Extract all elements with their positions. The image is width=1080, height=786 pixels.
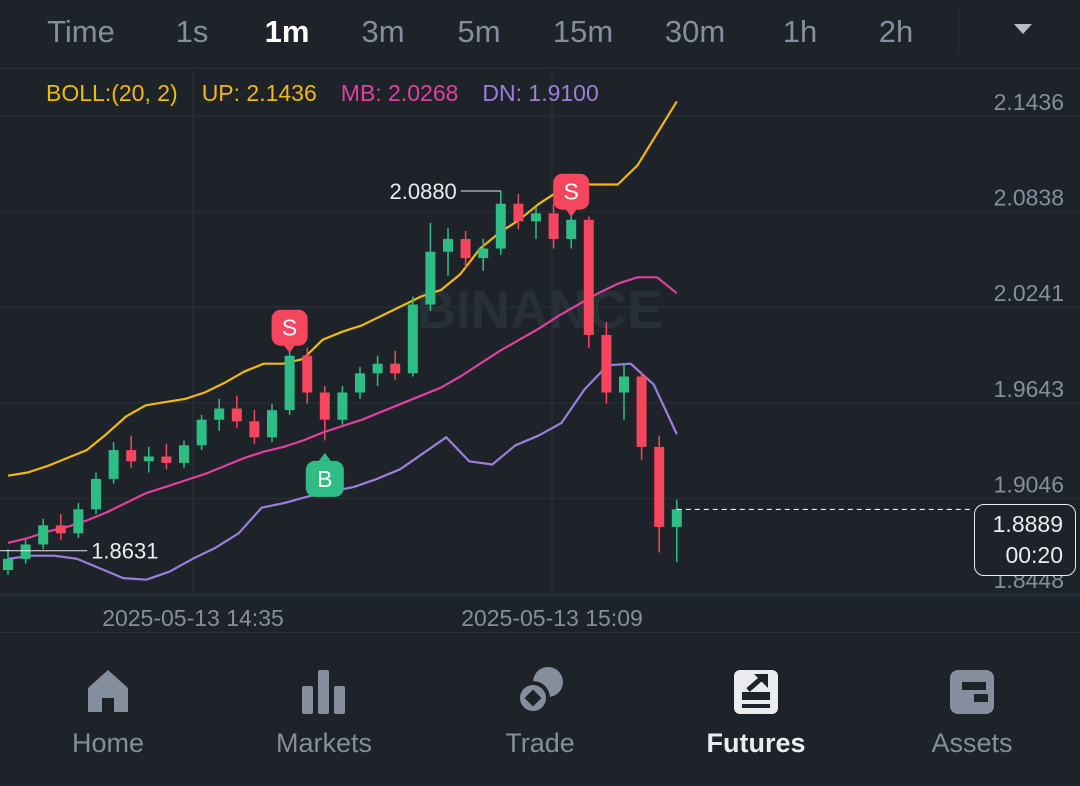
nav-label-futures: Futures — [706, 728, 806, 758]
candle-body — [495, 203, 506, 249]
x-tick-label: 2025-05-13 15:09 — [461, 605, 643, 631]
candle-body — [38, 525, 49, 545]
futures-icon — [734, 670, 778, 714]
nav-trade[interactable]: Trade — [460, 660, 620, 770]
buy-marker-label: B — [317, 466, 332, 492]
y-tick-label: 2.1436 — [994, 89, 1064, 115]
candle-body — [654, 446, 665, 527]
current-price: 1.8889 — [992, 511, 1063, 537]
interval-tabs: Time 1s 1m 3m 5m 15m 30m 1h 2h — [0, 0, 1080, 69]
candle-body — [443, 238, 453, 252]
candle-body — [425, 251, 436, 305]
candle-body — [583, 219, 594, 335]
x-tick-label: 2025-05-13 14:35 — [102, 605, 284, 631]
candle-body — [231, 408, 242, 422]
tab-time[interactable]: Time — [47, 14, 115, 49]
boll-legend: BOLL:(20, 2) UP: 2.1436 MB: 2.0268 DN: 1.91… — [46, 78, 623, 108]
candle-body — [91, 478, 101, 510]
sell-marker-pointer — [565, 208, 578, 217]
candle-body — [55, 525, 66, 534]
candle-body — [337, 392, 348, 420]
bottom-nav-divider — [0, 632, 1080, 633]
candle-body — [284, 355, 295, 411]
nav-label-assets: Assets — [931, 728, 1013, 758]
y-tick-label: 1.9046 — [994, 471, 1064, 497]
candle-body — [548, 213, 559, 239]
tab-1s[interactable]: 1s — [175, 14, 209, 49]
candle-body — [73, 509, 84, 534]
tab-1h[interactable]: 1h — [782, 14, 818, 49]
buy-marker-pointer — [318, 452, 331, 461]
y-tick-label: 1.9643 — [994, 376, 1064, 402]
y-tick-label: 2.0241 — [994, 280, 1064, 306]
tab-1m[interactable]: 1m — [264, 14, 310, 49]
candle-body — [196, 419, 207, 446]
candle-body — [302, 355, 313, 393]
candle-body — [601, 334, 612, 393]
candle-body — [179, 445, 189, 463]
candle-body — [126, 450, 137, 462]
nav-label-trade: Trade — [505, 728, 575, 758]
y-tick-label: 2.0838 — [994, 185, 1064, 211]
sell-marker-pointer — [283, 344, 296, 353]
nav-home[interactable]: Home — [28, 660, 188, 770]
candle-body — [671, 509, 682, 527]
sell-marker-label: S — [282, 315, 297, 341]
candle-body — [355, 373, 365, 393]
boll-params: BOLL:(20, 2) — [46, 80, 178, 106]
candle-body — [3, 558, 13, 571]
boll-lower-value: DN: 1.9100 — [482, 80, 599, 106]
candle-body — [566, 219, 577, 239]
candle-body — [513, 203, 524, 222]
candle-body — [249, 421, 260, 438]
nav-label-markets: Markets — [275, 728, 373, 758]
tab-divider — [958, 8, 959, 52]
tab-15m[interactable]: 15m — [552, 14, 614, 49]
candle-body — [267, 410, 277, 438]
nav-futures[interactable]: Futures — [676, 660, 836, 770]
tab-30m[interactable]: 30m — [664, 14, 726, 49]
candlestick-chart[interactable]: 2.14362.08382.02411.96431.90461.84482025… — [0, 0, 1080, 632]
more-intervals-dropdown[interactable] — [1000, 14, 1046, 44]
candle-body — [214, 408, 225, 420]
tab-3m[interactable]: 3m — [361, 14, 405, 49]
buy-marker-badge — [305, 460, 344, 497]
boll-middle-value: MB: 2.0268 — [340, 80, 459, 106]
sell-marker-label: S — [564, 179, 579, 205]
current-price-badge: 1.8889 00:20 — [974, 504, 1076, 576]
sell-marker-badge — [271, 309, 308, 346]
candle-body — [319, 392, 330, 420]
candle-body — [531, 213, 541, 222]
high-price-label: 2.0880 — [390, 179, 457, 204]
candle-body — [161, 456, 172, 463]
candle-body — [460, 238, 471, 259]
binance-watermark: BINANCE — [417, 280, 663, 340]
wallet-icon — [950, 670, 994, 714]
tab-5m[interactable]: 5m — [457, 14, 501, 49]
tab-2h[interactable]: 2h — [878, 14, 914, 49]
boll-middle-line — [7, 276, 678, 544]
sell-marker-badge — [553, 173, 590, 210]
candle-body — [636, 376, 647, 447]
triangle-down-icon — [1014, 24, 1032, 34]
candle-countdown: 00:20 — [1005, 542, 1063, 568]
candle-body — [108, 450, 119, 479]
bar-chart-icon — [302, 670, 345, 714]
nav-markets[interactable]: Markets — [244, 660, 404, 770]
candle-body — [619, 376, 629, 393]
trade-coins-icon — [516, 667, 563, 715]
candle-body — [407, 304, 418, 374]
candle-body — [390, 363, 401, 374]
candle-body — [372, 363, 383, 374]
candle-body — [478, 248, 489, 259]
candle-body — [20, 544, 31, 559]
nav-assets[interactable]: Assets — [892, 660, 1052, 770]
boll-upper-value: UP: 2.1436 — [201, 80, 317, 106]
low-price-label: 1.8631 — [91, 539, 158, 564]
home-icon — [88, 670, 128, 712]
nav-label-home: Home — [71, 728, 145, 758]
candle-body — [143, 456, 154, 462]
